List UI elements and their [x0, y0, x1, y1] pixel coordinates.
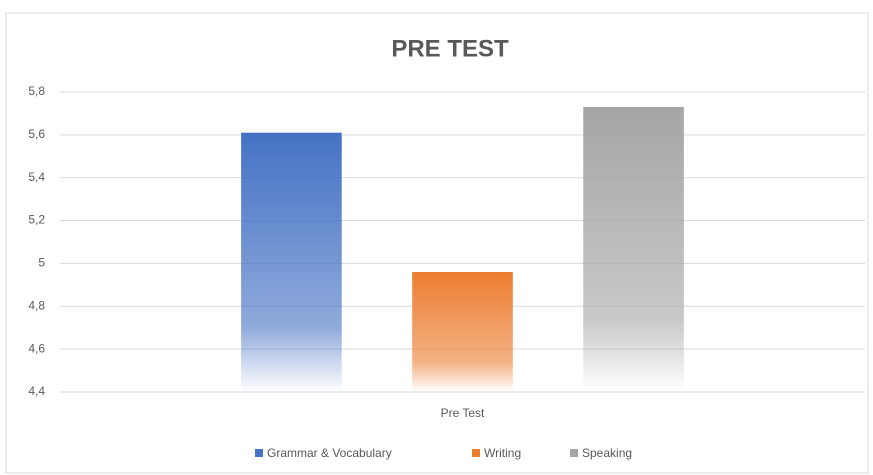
legend-swatch	[570, 449, 578, 457]
y-tick-label: 4,4	[28, 384, 45, 398]
bar	[412, 272, 513, 392]
bar	[241, 132, 342, 392]
legend-label: Writing	[484, 446, 521, 460]
y-tick-label: 5,2	[28, 213, 45, 227]
legend-swatch	[255, 449, 263, 457]
bar	[583, 107, 684, 392]
legend-label: Grammar & Vocabulary	[267, 446, 392, 460]
x-tick-label: Pre Test	[441, 406, 485, 420]
y-tick-label: 5	[38, 256, 45, 270]
chart-title: PRE TEST	[391, 35, 509, 62]
chart-border	[5, 12, 869, 474]
y-tick-label: 4,8	[28, 298, 45, 312]
legend-swatch	[472, 449, 480, 457]
y-tick-label: 4,6	[28, 341, 45, 355]
legend-label: Speaking	[582, 446, 632, 460]
y-tick-label: 5,8	[28, 84, 45, 98]
y-tick-label: 5,4	[28, 170, 45, 184]
y-tick-label: 5,6	[28, 127, 45, 141]
